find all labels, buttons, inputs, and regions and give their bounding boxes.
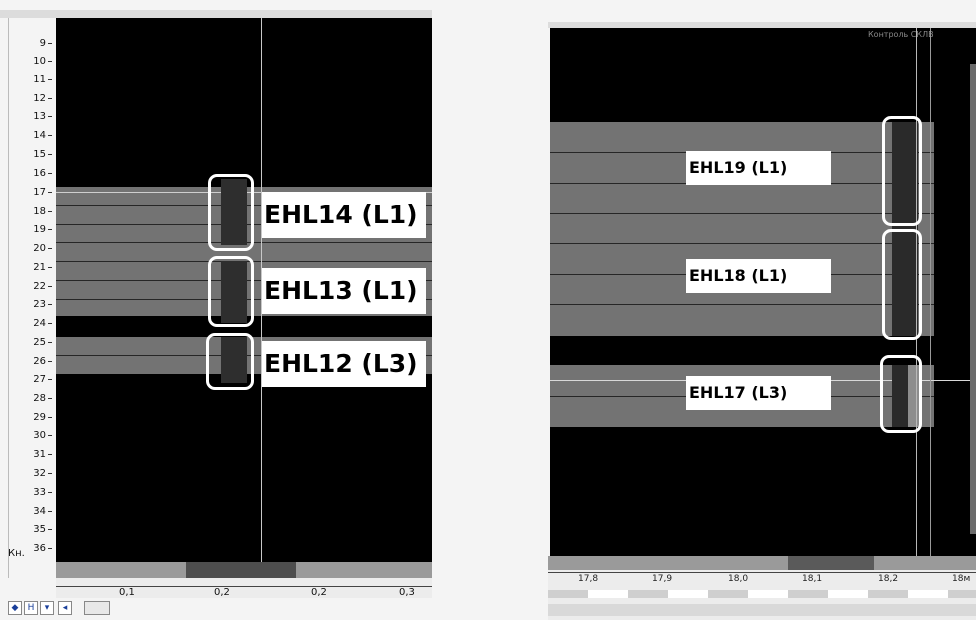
y-tick: 28 — [20, 393, 52, 405]
right-overview-strip — [548, 556, 976, 570]
y-tick: 32 — [20, 468, 52, 480]
overview-dark-segment — [788, 556, 874, 570]
dropdown-button[interactable]: ▾ — [40, 601, 54, 615]
left-axis-border — [8, 18, 9, 578]
annotation-ehl12: EHL12 (L3) — [262, 341, 426, 387]
left-x-axis: 0,1 0,2 0,2 0,3 — [56, 578, 432, 598]
x-tick: 17,9 — [652, 574, 673, 584]
x-tick: 18,0 — [728, 574, 749, 584]
header-text: Контроль СКЛВ — [868, 30, 934, 39]
x-axis-line — [56, 586, 432, 587]
scroll-left-button[interactable]: ◂ — [58, 601, 72, 615]
scale-bar — [548, 590, 976, 598]
y-tick: 22 — [20, 281, 52, 293]
x-tick: 0,3 — [399, 587, 415, 598]
y-tick: 13 — [20, 111, 52, 123]
overview-dark-segment — [186, 562, 296, 578]
y-tick: 34 — [20, 506, 52, 518]
home-button[interactable]: H — [24, 601, 38, 615]
x-tick: 18,1 — [802, 574, 823, 584]
right-edge-bar — [970, 64, 976, 534]
x-tick: 17,8 — [578, 574, 599, 584]
cursor-line[interactable] — [916, 28, 917, 556]
y-tick: 31 — [20, 449, 52, 461]
channel-line — [550, 243, 934, 244]
y-tick: 30 — [20, 430, 52, 442]
channel-line — [550, 304, 934, 305]
y-tick: 16 — [20, 168, 52, 180]
y-tick: 19 — [20, 224, 52, 236]
y-tick: 9 — [20, 38, 52, 50]
y-tick: 25 — [20, 337, 52, 349]
y-tick: 21 — [20, 262, 52, 274]
y-tick: 36 — [20, 543, 52, 555]
y-tick: 18 — [20, 206, 52, 218]
annotation-ehl13: EHL13 (L1) — [262, 268, 426, 314]
signal-strip-light — [908, 365, 920, 427]
highlight-box — [882, 229, 922, 340]
signal-strip — [221, 261, 247, 323]
fit-button[interactable]: ◆ — [8, 601, 22, 615]
annotation-ehl18: EHL18 (L1) — [686, 259, 831, 293]
y-tick: 33 — [20, 487, 52, 499]
y-tick: 14 — [20, 130, 52, 142]
right-x-axis: 17,8 17,9 18,0 18,1 18,2 18м — [548, 570, 976, 620]
highlight-box — [208, 256, 254, 327]
x-tick: 0,1 — [119, 587, 135, 598]
cursor-line[interactable] — [261, 18, 262, 562]
annotation-ehl17: EHL17 (L3) — [686, 376, 831, 410]
y-tick: 10 — [20, 56, 52, 68]
y-tick: 11 — [20, 74, 52, 86]
y-tick: 23 — [20, 299, 52, 311]
y-tick: 12 — [20, 93, 52, 105]
channel-line — [550, 213, 934, 214]
highlight-box — [206, 333, 254, 390]
y-tick: 24 — [20, 318, 52, 330]
signal-strip — [221, 179, 247, 245]
signal-strip — [221, 337, 247, 383]
left-top-border — [0, 10, 432, 18]
right-top-border — [548, 22, 976, 28]
x-tick: 18,2 — [878, 574, 899, 584]
y-tick: 27 — [20, 374, 52, 386]
y-tick: 17 — [20, 187, 52, 199]
highlight-box — [882, 116, 922, 226]
y-tick: 15 — [20, 149, 52, 161]
y-tick: 20 — [20, 243, 52, 255]
highlight-box — [880, 355, 922, 433]
y-tick: 26 — [20, 356, 52, 368]
x-axis-line — [548, 572, 976, 573]
x-tick: 0,2 — [214, 587, 230, 598]
y-axis-label: Кн. — [8, 548, 25, 559]
scrollbar-track[interactable] — [548, 604, 976, 616]
annotation-ehl19: EHL19 (L1) — [686, 151, 831, 185]
x-tick: 18м — [952, 574, 971, 584]
scroll-thumb[interactable] — [84, 601, 110, 615]
y-tick: 35 — [20, 524, 52, 536]
x-tick: 0,2 — [311, 587, 327, 598]
signal-strip — [892, 365, 908, 427]
annotation-ehl14: EHL14 (L1) — [262, 192, 426, 238]
highlight-box — [208, 174, 254, 251]
left-overview-strip — [56, 562, 432, 578]
y-tick: 29 — [20, 412, 52, 424]
marker-line — [930, 28, 931, 556]
